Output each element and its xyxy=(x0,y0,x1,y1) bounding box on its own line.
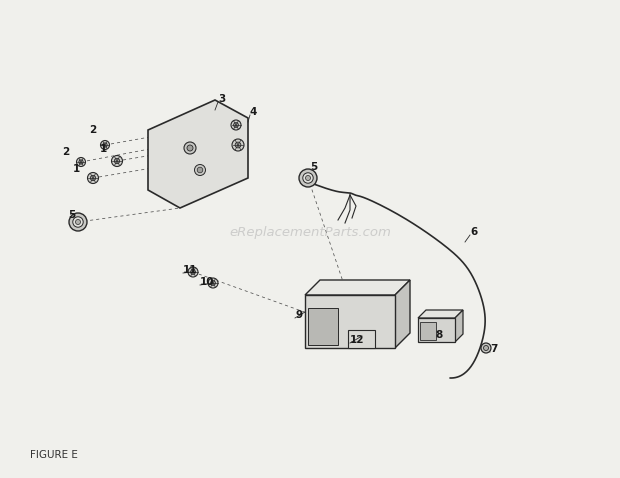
Circle shape xyxy=(69,213,87,231)
Polygon shape xyxy=(418,318,455,342)
Circle shape xyxy=(112,155,123,166)
Text: 9: 9 xyxy=(295,310,302,320)
Circle shape xyxy=(303,173,313,183)
Circle shape xyxy=(211,281,215,285)
Circle shape xyxy=(184,142,196,154)
Circle shape xyxy=(481,343,491,353)
Circle shape xyxy=(232,139,244,151)
Circle shape xyxy=(484,346,489,350)
Text: 5: 5 xyxy=(68,210,75,220)
Circle shape xyxy=(231,120,241,130)
Circle shape xyxy=(73,217,83,227)
Polygon shape xyxy=(308,308,338,345)
Circle shape xyxy=(87,173,99,184)
Circle shape xyxy=(197,167,203,173)
Circle shape xyxy=(299,169,317,187)
Polygon shape xyxy=(395,280,410,348)
Text: 5: 5 xyxy=(310,162,317,172)
Text: 7: 7 xyxy=(490,344,497,354)
Text: 8: 8 xyxy=(435,330,442,340)
Circle shape xyxy=(91,175,95,181)
Circle shape xyxy=(114,158,120,163)
Text: 6: 6 xyxy=(470,227,477,237)
Polygon shape xyxy=(305,280,410,295)
Text: 2: 2 xyxy=(62,147,69,157)
Circle shape xyxy=(208,278,218,288)
Circle shape xyxy=(235,142,241,148)
Text: 2: 2 xyxy=(89,125,96,135)
Polygon shape xyxy=(305,295,395,348)
Text: 10: 10 xyxy=(200,277,215,287)
Circle shape xyxy=(306,175,311,181)
Circle shape xyxy=(76,219,81,225)
Circle shape xyxy=(79,160,83,164)
Text: FIGURE E: FIGURE E xyxy=(30,450,78,460)
Circle shape xyxy=(234,122,239,128)
Text: 1: 1 xyxy=(73,164,80,174)
Text: 11: 11 xyxy=(183,265,198,275)
Circle shape xyxy=(187,145,193,151)
Circle shape xyxy=(195,164,205,175)
Text: 12: 12 xyxy=(350,335,365,345)
Circle shape xyxy=(76,157,86,166)
Circle shape xyxy=(190,270,195,274)
Circle shape xyxy=(188,267,198,277)
Polygon shape xyxy=(420,322,436,340)
Text: 3: 3 xyxy=(218,94,225,104)
Polygon shape xyxy=(148,100,248,208)
Text: 1: 1 xyxy=(100,144,107,154)
Circle shape xyxy=(100,141,110,150)
Polygon shape xyxy=(418,310,463,318)
Polygon shape xyxy=(348,330,375,348)
Text: 4: 4 xyxy=(250,107,257,117)
Polygon shape xyxy=(455,310,463,342)
Text: eReplacementParts.com: eReplacementParts.com xyxy=(229,226,391,239)
Circle shape xyxy=(103,143,107,147)
